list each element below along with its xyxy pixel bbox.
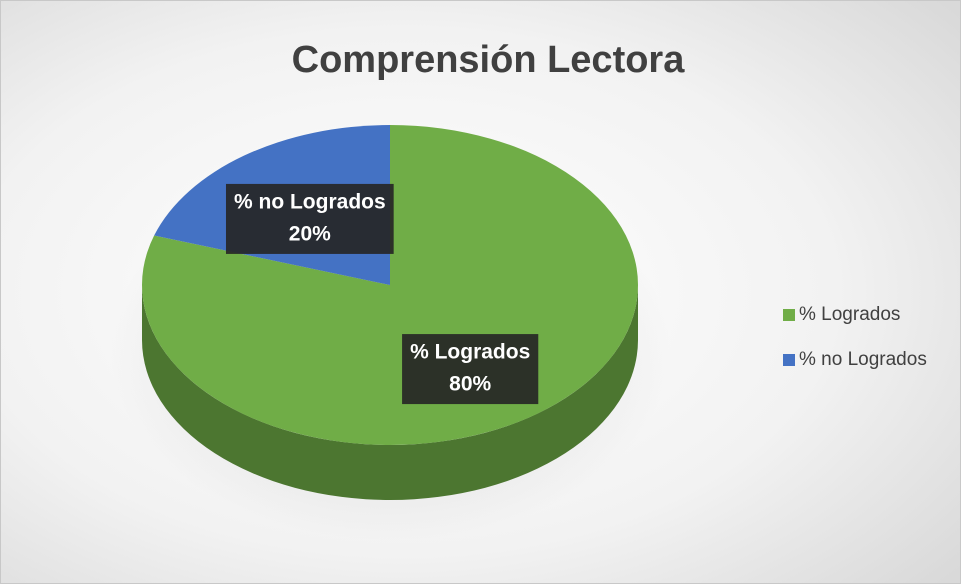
data-label-box — [402, 334, 539, 405]
data-label: % no Logrados 20% — [225, 183, 394, 254]
data-label: % Logrados 80% — [402, 334, 539, 405]
legend-swatch — [783, 354, 795, 366]
data-label-category: % no Logrados — [234, 190, 386, 213]
data-label-box — [225, 183, 394, 254]
chart-title: Comprensión Lectora — [292, 39, 686, 81]
data-label-value: 80% — [449, 373, 491, 396]
data-label-value: 20% — [289, 222, 331, 245]
legend-swatch — [783, 309, 795, 321]
legend-label: % Logrados — [799, 304, 900, 325]
legend-label: % no Logrados — [799, 349, 927, 370]
data-label-category: % Logrados — [410, 341, 530, 364]
pie-side — [142, 285, 638, 500]
